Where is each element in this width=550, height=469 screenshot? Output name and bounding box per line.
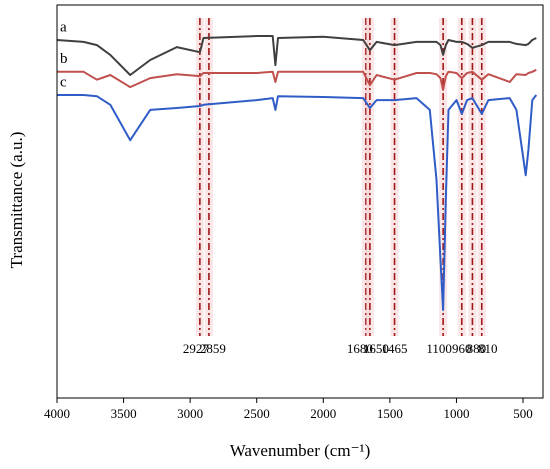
x-tick-label: 500 (513, 406, 533, 421)
marker-band (361, 18, 370, 336)
marker-label: 880 (467, 341, 487, 356)
y-axis-title: Transmittance (a.u.) (7, 132, 26, 269)
x-tick-label: 1500 (377, 406, 403, 421)
series-line (57, 68, 537, 91)
x-tick-label: 3500 (111, 406, 137, 421)
marker-label: 1100 (426, 341, 452, 356)
marker-band (439, 18, 448, 336)
series-label: b (60, 51, 68, 67)
marker-label: 2859 (200, 341, 226, 356)
x-axis-title: Wavenumber (cm⁻¹) (230, 441, 371, 460)
series-label: c (60, 74, 67, 90)
x-tick-label: 4000 (44, 406, 70, 421)
marker-label: 960 (452, 341, 472, 356)
series-line (57, 94, 538, 311)
marker-band (204, 18, 213, 336)
plot-frame (56, 4, 544, 399)
marker-label: 2927 (183, 341, 210, 356)
series-label: a (60, 19, 67, 35)
x-tick-label: 2500 (244, 406, 270, 421)
x-tick-label: 3000 (177, 406, 203, 421)
x-tick-label: 2000 (310, 406, 336, 421)
marker-band (195, 18, 204, 336)
marker-label: 1465 (382, 341, 408, 356)
marker-band (365, 18, 374, 336)
marker-band (468, 18, 477, 336)
marker-label: 1680 (347, 341, 373, 356)
marker-band (457, 18, 466, 336)
marker-label: 810 (478, 341, 498, 356)
series-line (56, 35, 537, 76)
x-tick-label: 1000 (443, 406, 469, 421)
marker-band (477, 18, 486, 336)
marker-label: 1650 (363, 341, 389, 356)
marker-band (390, 18, 399, 336)
